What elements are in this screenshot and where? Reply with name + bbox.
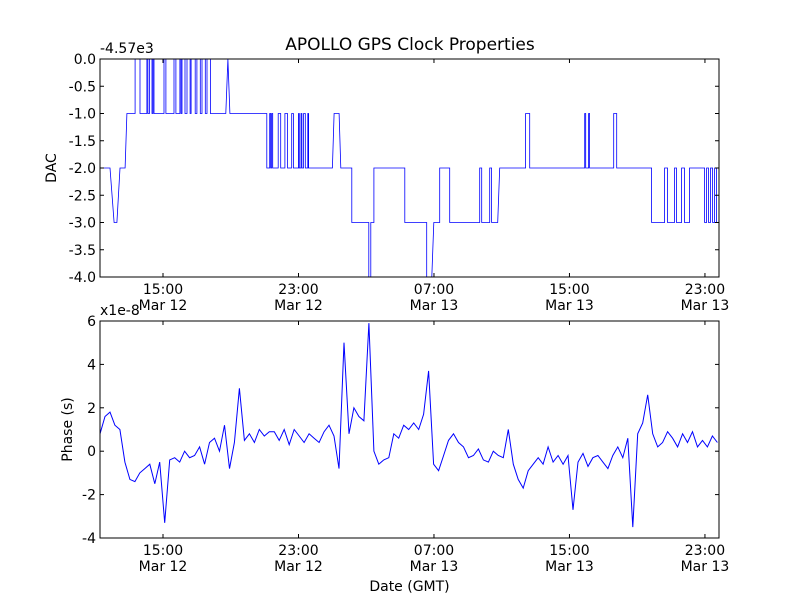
phase-xtick-label-time: 23:00 (278, 543, 318, 559)
phase-xtick-label-date: Mar 13 (545, 559, 594, 575)
phase-xtick-label-time: 23:00 (685, 543, 725, 559)
phase-xtick-label-date: Mar 12 (274, 559, 323, 575)
phase-ytick-label: -2 (82, 488, 96, 504)
phase-xtick-label-time: 07:00 (414, 543, 454, 559)
dac-ytick-label: -4.0 (69, 270, 96, 286)
dac-xtick-label-date: Mar 13 (681, 298, 730, 314)
dac-xtick-label-date: Mar 12 (274, 298, 323, 314)
dac-ytick-label: -0.5 (69, 79, 96, 95)
dac-series-line (100, 59, 719, 277)
dac-xtick-label-time: 23:00 (685, 282, 725, 298)
phase-series-line (100, 323, 718, 528)
phase-xlabel: Date (GMT) (369, 579, 449, 595)
dac-xtick-label-date: Mar 13 (545, 298, 594, 314)
dac-ytick-label: -1.5 (69, 134, 96, 150)
phase-ytick-label: 4 (87, 357, 96, 373)
chart-title: APOLLO GPS Clock Properties (285, 35, 535, 55)
phase-ytick-label: 2 (87, 401, 96, 417)
dac-xtick-label-time: 07:00 (414, 282, 454, 298)
phase-xtick-label-date: Mar 13 (681, 559, 730, 575)
phase-ytick-label: 6 (87, 314, 96, 330)
dac-xtick-label-date: Mar 13 (410, 298, 459, 314)
phase-xtick-label-date: Mar 12 (139, 559, 188, 575)
phase-ylabel: Phase (s) (60, 397, 76, 461)
dac-xtick-label-time: 15:00 (143, 282, 183, 298)
phase-xtick-label-date: Mar 13 (410, 559, 459, 575)
phase-xtick-label-time: 15:00 (549, 543, 589, 559)
dac-ytick-label: 0.0 (74, 52, 96, 68)
phase-ytick-label: 0 (87, 444, 96, 460)
dac-xtick-label-time: 15:00 (549, 282, 589, 298)
dac-offset-text: -4.57e3 (100, 41, 154, 57)
dac-ylabel: DAC (44, 153, 60, 183)
dac-ytick-label: -2.5 (69, 188, 96, 204)
phase-xtick-label-time: 15:00 (143, 543, 183, 559)
dac-ytick-label: -3.5 (69, 243, 96, 259)
dac-xtick-label-time: 23:00 (278, 282, 318, 298)
dac-ytick-label: -3.0 (69, 216, 96, 232)
phase-offset-text: x1e-8 (100, 303, 140, 319)
dac-ytick-label: -2.0 (69, 161, 96, 177)
phase-ytick-label: -4 (82, 531, 96, 547)
dac-ytick-label: -1.0 (69, 107, 96, 123)
dac-xtick-label-date: Mar 12 (139, 298, 188, 314)
phase-axes-frame (99, 320, 720, 539)
